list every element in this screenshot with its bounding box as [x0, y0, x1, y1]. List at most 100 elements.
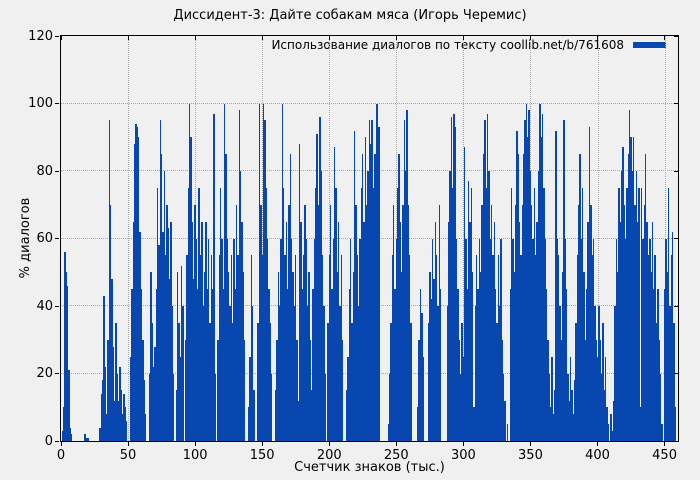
impulse-bar [297, 400, 300, 441]
x-tick-mark [664, 442, 666, 446]
impulse-bar [482, 154, 485, 441]
impulse-bar [633, 137, 635, 441]
impulse-bar [205, 221, 207, 441]
impulse-bar [126, 420, 128, 441]
impulse-bar [602, 322, 604, 441]
impulse-bar [189, 103, 191, 441]
impulse-bar [319, 117, 321, 441]
impulse-bar [535, 255, 537, 441]
impulse-bar [185, 339, 187, 441]
impulse-bar [450, 117, 452, 441]
impulse-bar [262, 103, 265, 441]
x-tick-label: 450 [652, 448, 677, 463]
impulse-bar [159, 120, 161, 441]
impulse-bar [486, 113, 489, 441]
impulse-bar [504, 400, 506, 441]
impulse-bar [331, 289, 333, 441]
impulse-bar [591, 255, 593, 441]
impulse-bar [477, 289, 479, 441]
impulse-bar [658, 339, 660, 441]
vertical-gridline [664, 36, 666, 441]
impulse-bar [355, 204, 357, 441]
impulse-bar [595, 339, 597, 441]
impulse-bar [324, 373, 326, 441]
impulse-bar [630, 137, 632, 441]
impulse-bar [152, 366, 155, 441]
impulse-bar [329, 204, 332, 441]
impulse-bar [670, 255, 672, 441]
impulse-bar [580, 238, 583, 441]
impulse-bar [316, 133, 318, 441]
impulse-bar [315, 187, 317, 441]
impulse-bar [390, 322, 392, 441]
impulse-bar [657, 289, 659, 441]
impulse-bar [140, 289, 143, 441]
y-tick-mirror [674, 238, 678, 239]
horizontal-gridline [61, 102, 678, 104]
impulse-bar [371, 120, 373, 441]
impulse-bar [337, 221, 340, 441]
impulse-bar [563, 120, 565, 441]
impulse-bar [293, 306, 296, 441]
impulse-bar [671, 231, 674, 441]
impulse-bar [99, 427, 101, 441]
impulse-bar [282, 187, 285, 441]
impulse-bar [451, 187, 454, 441]
impulse-bar [421, 312, 423, 441]
impulse-bar [162, 231, 164, 441]
impulse-bar [641, 187, 643, 441]
impulse-bar [548, 373, 550, 441]
impulse-bar [154, 346, 156, 441]
impulse-bar [234, 289, 237, 441]
impulse-bar [547, 339, 549, 441]
impulse-bar [111, 279, 113, 441]
impulse-bar [655, 322, 658, 441]
impulse-bar [101, 380, 104, 441]
impulse-bar [560, 339, 562, 441]
y-tick-mirror [674, 103, 678, 104]
impulse-bar [611, 430, 613, 441]
impulse-bar [634, 204, 636, 441]
impulse-bar [336, 272, 338, 441]
impulse-bar [517, 154, 520, 441]
y-tick-mark [55, 103, 59, 104]
impulse-bar [225, 154, 227, 441]
impulse-bar [190, 137, 192, 441]
impulse-bar [350, 238, 352, 441]
impulse-bar [582, 187, 584, 441]
impulse-bar [164, 255, 167, 441]
impulse-bar [519, 221, 521, 441]
impulse-bar [541, 113, 544, 441]
impulse-bar [362, 154, 364, 441]
impulse-bar [193, 279, 195, 441]
impulse-bar [642, 238, 644, 441]
impulse-bar [163, 171, 165, 441]
impulse-bar [410, 322, 412, 441]
impulse-bar [123, 393, 125, 441]
impulse-bar [587, 221, 589, 441]
impulse-bar [124, 407, 127, 441]
impulse-bar [552, 414, 554, 441]
impulse-bar [525, 103, 528, 441]
impulse-bar [561, 272, 564, 441]
impulse-bar [512, 238, 514, 441]
impulse-bar [674, 407, 676, 441]
impulse-bar [375, 103, 377, 441]
impulse-bar [305, 238, 308, 441]
impulse-bar [406, 110, 408, 441]
x-tick-label: 250 [383, 448, 409, 463]
impulse-bar [313, 238, 316, 441]
impulse-bar [647, 255, 650, 441]
impulse-bar [122, 414, 124, 441]
impulse-bar [510, 187, 513, 441]
impulse-bar [565, 289, 568, 441]
impulse-bar [249, 356, 251, 441]
y-tick-mark [55, 238, 59, 239]
impulse-bar [134, 144, 136, 441]
impulse-bar [167, 228, 169, 441]
impulse-bar [363, 221, 365, 441]
impulse-bar [559, 306, 561, 441]
impulse-bar [340, 255, 343, 441]
impulse-bar [354, 130, 356, 441]
impulse-bar [213, 113, 215, 441]
